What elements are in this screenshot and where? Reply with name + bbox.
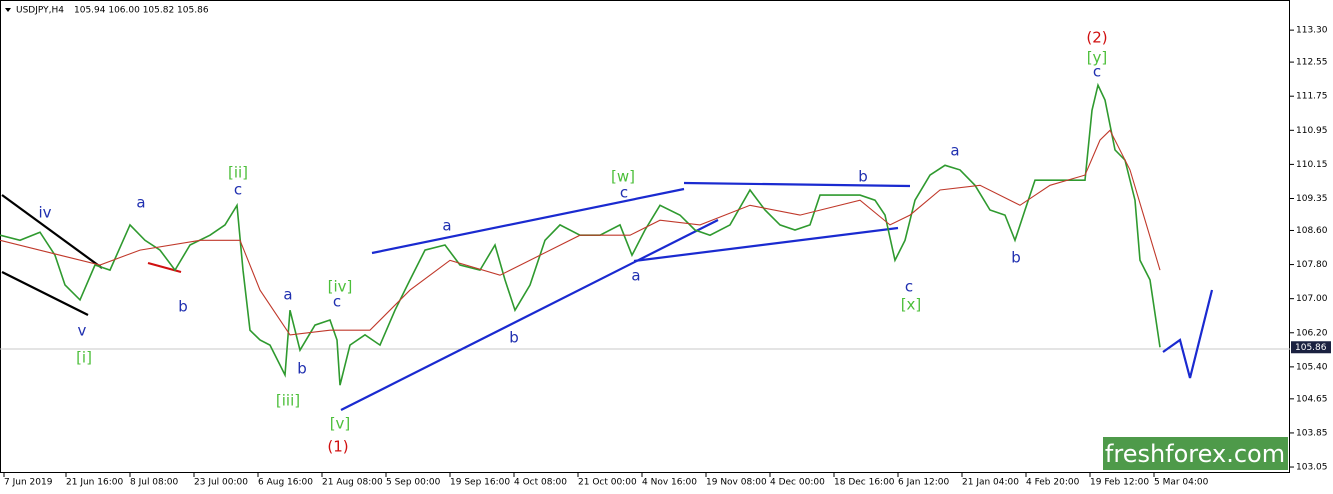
price-axis	[1290, 0, 1333, 494]
x-tick-label: 23 Jul 00:00	[194, 478, 248, 488]
trend-line	[633, 226, 899, 263]
watermark: freshforex.com	[1105, 440, 1285, 468]
x-tick-label: 7 Jun 2019	[4, 478, 53, 488]
x-tick-label: 21 Oct 00:00	[578, 478, 637, 488]
x-tick-label: 4 Feb 20:00	[1026, 478, 1080, 488]
wave-label: b	[509, 329, 519, 347]
wave-label: c	[1093, 63, 1101, 81]
x-tick-label: 5 Sep 00:00	[386, 478, 441, 488]
y-tick-label: 103.85	[1296, 428, 1328, 438]
x-tick-label: 8 Jul 08:00	[130, 478, 179, 488]
y-tick-label: 112.55	[1296, 58, 1328, 68]
trend-line	[683, 181, 911, 188]
moving-average	[0, 129, 1161, 336]
wave-label: b	[297, 360, 307, 378]
ohlc: 105.94 106.00 105.82 105.86	[74, 6, 209, 16]
projection-line	[1162, 289, 1214, 379]
wave-label: a	[136, 194, 145, 212]
trend-line	[371, 187, 685, 255]
plot-frame	[0, 0, 1290, 473]
watermark-bg	[1103, 437, 1288, 470]
x-tick-label: 4 Oct 08:00	[514, 478, 567, 488]
wave-label: c	[905, 278, 913, 296]
x-tick-label: 4 Dec 00:00	[770, 478, 825, 488]
wave-label: [iv]	[328, 278, 353, 296]
x-tick-label: 21 Aug 08:00	[322, 478, 383, 488]
x-tick-label: 6 Aug 16:00	[258, 478, 313, 488]
wave-label: [v]	[330, 415, 351, 433]
channel-line	[1, 271, 89, 316]
y-tick-label: 110.15	[1296, 160, 1328, 170]
wave-label: (1)	[327, 438, 348, 456]
x-tick-label: 4 Nov 16:00	[642, 478, 697, 488]
x-tick-label: 6 Jan 12:00	[898, 478, 950, 488]
wave-label: [i]	[76, 349, 92, 367]
wave-label: c	[234, 181, 242, 199]
price-tag-label: 105.86	[1295, 343, 1327, 353]
y-tick-label: 113.30	[1296, 26, 1328, 36]
menu-arrow	[5, 8, 11, 12]
wave-label: [x]	[901, 296, 922, 314]
wave-label: a	[442, 217, 451, 235]
y-tick-label: 107.00	[1296, 294, 1328, 304]
y-tick-label: 111.75	[1296, 92, 1328, 102]
y-tick-label: 107.80	[1296, 260, 1328, 270]
x-tick-label: 19 Sep 16:00	[450, 478, 510, 488]
wave-label: (2)	[1086, 29, 1107, 47]
wave-label: [iii]	[276, 392, 300, 410]
wave-label: [ii]	[228, 164, 248, 182]
wave-label: a	[283, 286, 292, 304]
y-tick-label: 108.60	[1296, 226, 1328, 236]
y-tick-label: 103.05	[1296, 463, 1328, 473]
wave-label: a	[631, 267, 640, 285]
wave-label: c	[333, 293, 341, 311]
trend-line	[340, 219, 719, 411]
x-tick-label: 5 Mar 04:00	[1154, 478, 1209, 488]
wave-labels: ivv[i]ab[ii]cab[iii][iv]c[v](1)ab[w]cabc…	[38, 29, 1107, 456]
marks	[0, 82, 1161, 386]
wave-label: v	[78, 322, 87, 340]
y-tick-label: 105.40	[1296, 362, 1328, 372]
wave-label: [w]	[611, 168, 635, 186]
y-tick-label: 109.35	[1296, 194, 1328, 204]
wave-label: b	[1011, 249, 1021, 267]
wave-label: b	[858, 168, 868, 186]
x-tick-label: 18 Dec 16:00	[834, 478, 895, 488]
y-tick-label: 106.20	[1296, 328, 1328, 338]
x-tick-label: 19 Nov 08:00	[706, 478, 767, 488]
wave-label: iv	[38, 204, 51, 222]
x-tick-label: 21 Jun 16:00	[66, 478, 123, 488]
y-tick-label: 104.65	[1296, 394, 1328, 404]
symbol: USDJPY,H4	[16, 6, 64, 16]
wave-label: c	[620, 184, 628, 202]
wave-label: b	[178, 298, 188, 316]
channel-line	[1, 194, 103, 269]
x-tick-label: 21 Jan 04:00	[962, 478, 1019, 488]
trend-lines	[1, 181, 1214, 411]
wave-label: a	[950, 142, 959, 160]
price-tag	[1291, 341, 1331, 354]
y-tick-label: 110.95	[1296, 126, 1328, 136]
x-tick-label: 19 Feb 12:00	[1090, 478, 1149, 488]
wave-label: [y]	[1087, 49, 1108, 67]
